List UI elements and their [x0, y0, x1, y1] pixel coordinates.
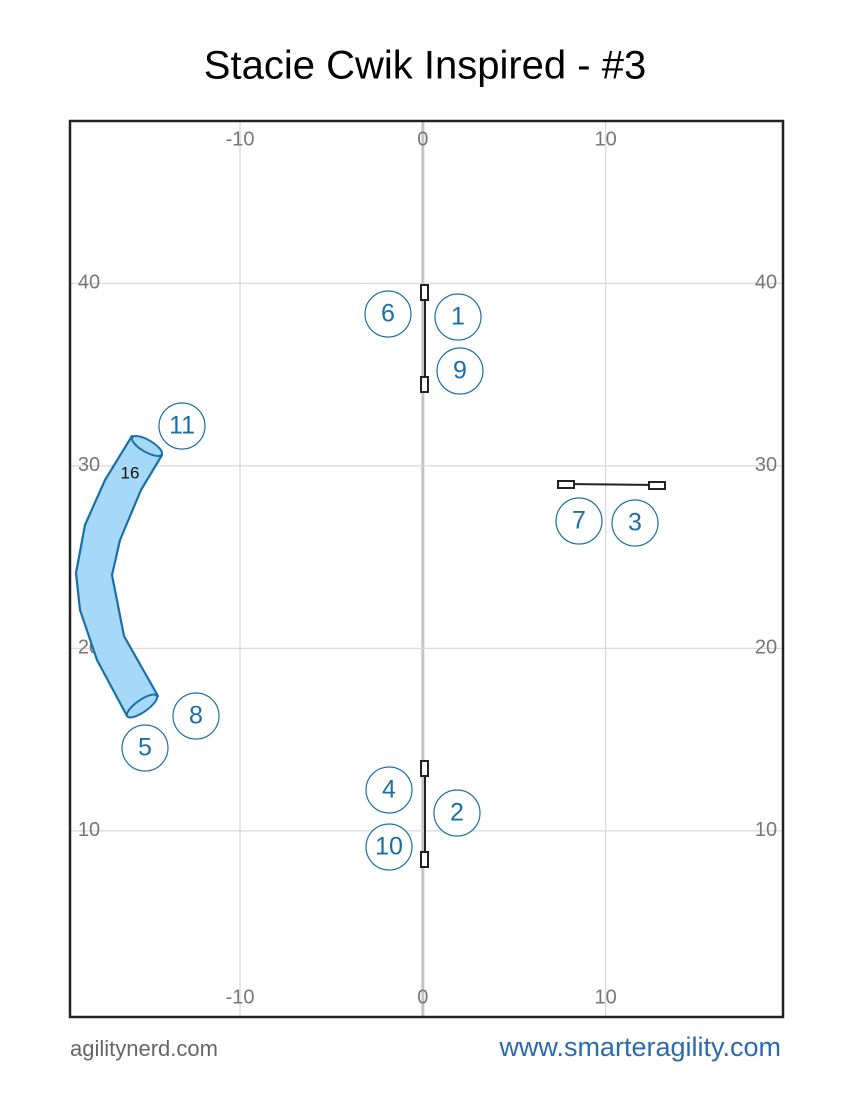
tunnel: 16	[74, 434, 164, 719]
obstacle-number: 4	[365, 766, 413, 814]
x-tick-label: 0	[417, 128, 428, 150]
obstacle-number: 11	[158, 402, 206, 450]
x-tick-label: 0	[417, 986, 428, 1008]
number: 9	[453, 357, 467, 385]
number: 4	[382, 776, 396, 804]
title: Stacie Cwik Inspired - #3	[204, 44, 646, 88]
number: 2	[450, 799, 464, 827]
x-tick-label: 10	[595, 986, 617, 1008]
obstacle-number: 6	[364, 290, 412, 338]
y-tick-label: 40	[78, 272, 100, 294]
number: 3	[628, 509, 642, 537]
jump	[420, 760, 429, 868]
jump	[420, 284, 429, 393]
number: 10	[375, 833, 403, 861]
y-tick-label: 10	[78, 819, 100, 841]
jump	[557, 480, 666, 490]
obstacle-number: 1	[434, 293, 482, 341]
footer-right: www.smarteragility.com	[498, 1032, 781, 1062]
x-tick-label: -10	[226, 128, 255, 150]
obstacle-number: 2	[433, 789, 481, 837]
y-tick-label: 20	[755, 637, 777, 659]
y-tick-label: 30	[755, 454, 777, 476]
tunnel-label: 16	[121, 463, 140, 482]
grid	[70, 121, 783, 1017]
obstacle-number: 8	[172, 692, 220, 740]
number: 5	[138, 734, 152, 762]
obstacle-number: 10	[365, 823, 413, 871]
field-border	[68, 119, 785, 1019]
footer-left: agilitynerd.com	[70, 1036, 218, 1061]
obstacle-number: 5	[121, 724, 169, 772]
y-tick-label: 10	[755, 819, 777, 841]
obstacle-number: 3	[611, 499, 659, 547]
number: 11	[169, 412, 195, 440]
x-tick-label: 10	[595, 128, 617, 150]
obstacle-number: 9	[436, 347, 484, 395]
y-tick-label: 30	[78, 454, 100, 476]
obstacle-number: 7	[555, 497, 603, 545]
number: 8	[189, 702, 203, 730]
number: 6	[381, 300, 395, 328]
y-tick-label: 40	[755, 272, 777, 294]
number: 1	[451, 303, 465, 331]
number: 7	[572, 507, 586, 535]
x-tick-label: -10	[226, 986, 255, 1008]
